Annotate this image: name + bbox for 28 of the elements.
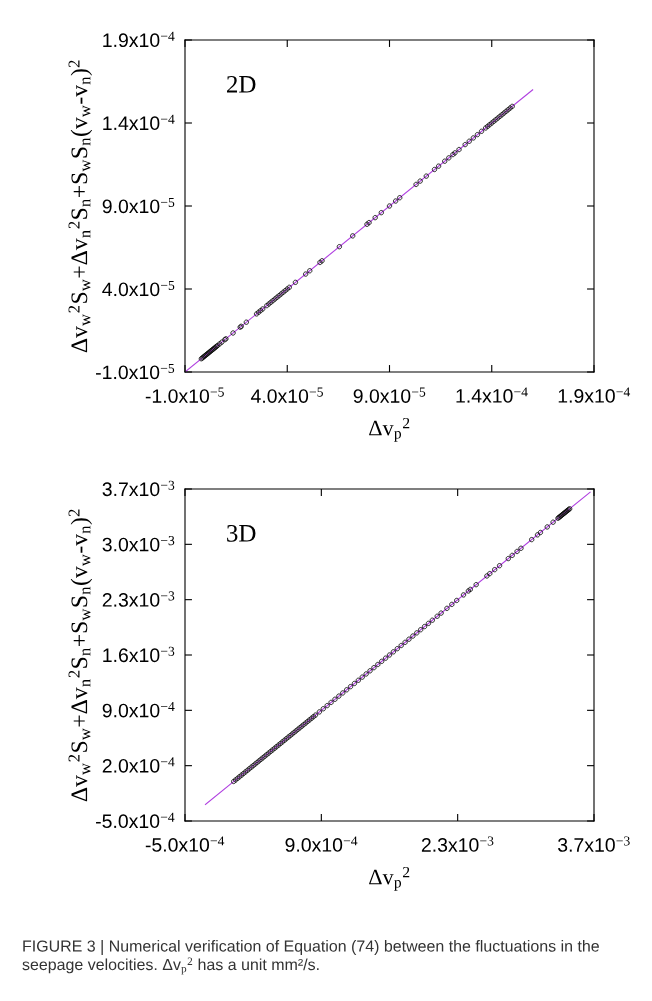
x-tick-label: 4.0x10$^{−5}$ xyxy=(250,387,323,403)
x-axis-title: Δv$_{p}$$^{2}$ xyxy=(369,866,410,891)
text: Δv$_{w}$$^{2}$S$_{w}$+Δv$_{n}$$^{2}$S$_{n}$+S$_{w}$S$_{n}$(v$_{w}$-v$_{n}$)$^{2}$ xyxy=(68,60,93,353)
x-tick-label: -5.0x10$^{−4}$ xyxy=(145,836,225,852)
y-tick-label: 1.6x10$^{−3}$ xyxy=(103,646,175,663)
y-tick-label: 1.4x10$^{−4}$ xyxy=(103,114,175,131)
x-tick-label: 3.7x10$^{−3}$ xyxy=(557,836,630,852)
x-axis-title: Δv$_{p}$$^{2}$ xyxy=(369,417,410,442)
y-tick-label: 2.0x10$^{−4}$ xyxy=(102,757,175,773)
x-tick-label: -1.0x10$^{−5}$ xyxy=(145,387,224,403)
text: Δv$_{w}$$^{2}$S$_{w}$+Δv$_{n}$$^{2}$S$_{n}$+S$_{w}$S$_{n}$(v$_{w}$-v$_{n}$)$^{2}$ xyxy=(68,509,93,802)
x-tick-label: 9.0x10$^{−5}$ xyxy=(353,387,426,403)
text: 2D xyxy=(227,75,256,93)
y-tick-label: -1.0x10$^{−5}$ xyxy=(96,363,175,380)
y-tick-label: 4.0x10$^{−5}$ xyxy=(102,280,175,297)
x-tick-label: 9.0x10$^{−4}$ xyxy=(285,836,358,852)
caption: FIGURE 3 | Numerical verification of Equation (74) between the fluctuations in the seepage velocities. Δv$_{p}$$^{2}$ has a unit mm²/s. xyxy=(22,940,599,975)
x-tick-label: 2.3x10$^{−3}$ xyxy=(421,836,494,852)
y-tick-label: 1.9x10$^{−4}$ xyxy=(103,31,175,48)
x-tick-label: 1.9x10$^{−4}$ xyxy=(558,387,631,403)
y-tick-label: 2.3x10$^{−3}$ xyxy=(102,591,175,607)
y-tick-label: 3.0x10$^{−3}$ xyxy=(102,536,175,552)
y-tick-label: 3.7x10$^{−3}$ xyxy=(102,480,175,497)
text: 3D xyxy=(227,524,256,542)
y-tick-label: 9.0x10$^{−5}$ xyxy=(102,197,175,214)
y-tick-label: -5.0x10$^{−4}$ xyxy=(96,812,175,829)
x-tick-label: 1.4x10$^{−4}$ xyxy=(456,387,528,403)
y-tick-label: 9.0x10$^{−4}$ xyxy=(102,702,175,718)
